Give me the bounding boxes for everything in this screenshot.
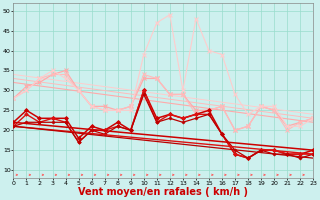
X-axis label: Vent moyen/en rafales ( km/h ): Vent moyen/en rafales ( km/h ) [78, 187, 248, 197]
